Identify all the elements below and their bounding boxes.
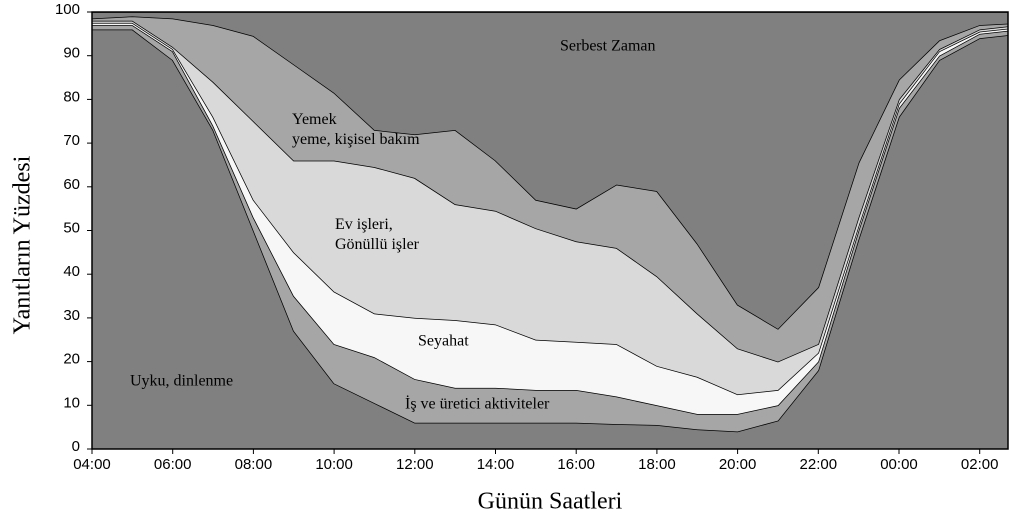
x-tick-label: 06:00 (154, 456, 192, 473)
plot-area (92, 12, 1008, 449)
x-tick-label: 16:00 (557, 456, 595, 473)
x-tick-label: 20:00 (719, 456, 757, 473)
x-tick-label: 04:00 (73, 456, 111, 473)
area-fill (92, 22, 1008, 415)
area-label: Ev işleri, Gönüllü işler (335, 216, 420, 253)
y-tick-label: 60 (63, 176, 80, 193)
x-tick-label: 00:00 (880, 456, 918, 473)
x-tick-label: 22:00 (800, 456, 838, 473)
y-tick-label: 50 (63, 219, 80, 236)
x-tick-label: 12:00 (396, 456, 434, 473)
area-label: Seyahat (418, 333, 469, 350)
y-tick-label: 10 (63, 394, 80, 411)
area-fill (92, 25, 1008, 432)
area-label: Yemek yeme, kişisel bakım (292, 111, 420, 148)
x-tick-label: 14:00 (477, 456, 515, 473)
y-axis-title: Yanıtların Yüzdesi (10, 155, 36, 334)
y-tick-label: 20 (63, 351, 80, 368)
x-tick-label: 10:00 (315, 456, 353, 473)
y-tick-label: 70 (63, 132, 80, 149)
x-tick-label: 08:00 (235, 456, 273, 473)
y-tick-label: 40 (63, 263, 80, 280)
area-fill (92, 12, 1008, 329)
area-fill (92, 29, 1008, 449)
area-label: İş ve üretici aktiviteler (405, 395, 550, 413)
area-fill (92, 20, 1008, 395)
area-fill (92, 16, 1008, 362)
y-tick-label: 30 (63, 307, 80, 324)
y-tick-label: 90 (63, 45, 80, 62)
y-tick-label: 100 (55, 1, 80, 18)
x-tick-label: 02:00 (961, 456, 999, 473)
area-label: Uyku, dinlenme (130, 373, 233, 390)
y-tick-label: 80 (63, 88, 80, 105)
area-label: Serbest Zaman (560, 38, 656, 55)
y-tick-label: 0 (72, 438, 80, 455)
x-tick-label: 18:00 (638, 456, 676, 473)
x-axis-title: Günün Saatleri (478, 489, 623, 515)
